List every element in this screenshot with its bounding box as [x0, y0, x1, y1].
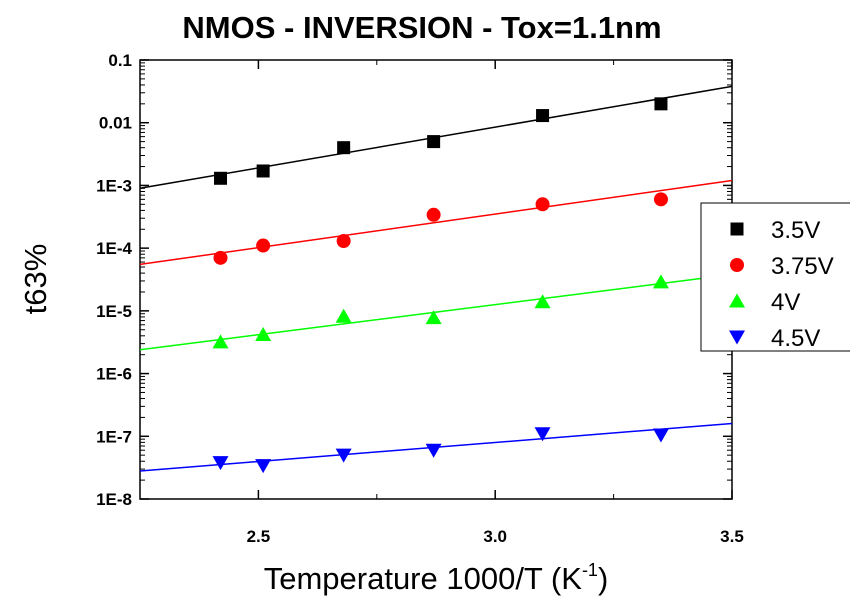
legend: 3.5V 3.75V 4V 4.5V [700, 202, 850, 352]
y-tick-label: 1E-8 [96, 490, 132, 509]
legend-label-series-3: 4.5V [771, 325, 820, 352]
x-tick-label: 2.5 [247, 527, 271, 546]
fit-line-series-2 [139, 273, 733, 351]
y-tick-label: 1E-7 [96, 427, 132, 446]
data-point-series-2 [212, 334, 229, 349]
tick-labels: 0.1 0.01 1E-3 1E-4 1E-5 1E-6 1E-7 1E-8 2.5 3.0 3.5 [96, 51, 744, 546]
data-point-series-3 [534, 427, 551, 442]
y-axis-title: t63% [18, 244, 53, 315]
data-point-series-1 [256, 238, 271, 253]
fit-line-series-1 [139, 179, 733, 266]
legend-marker-series-1 [730, 258, 744, 272]
legend-items: 3.5V 3.75V 4V 4.5V [729, 217, 834, 352]
data-point-series-3 [335, 448, 352, 463]
legend-marker-series-2 [729, 293, 745, 308]
x-axis-title-superscript: -1 [582, 560, 598, 580]
plot-area [139, 59, 733, 500]
x-axis-title-suffix: ) [598, 561, 608, 596]
data-point-series-0 [536, 109, 550, 123]
y-tick-label: 0.01 [99, 114, 132, 133]
data-point-series-1 [336, 233, 351, 248]
y-tick-label: 1E-6 [96, 365, 132, 384]
y-tick-label: 1E-3 [96, 176, 132, 195]
data-point-series-2 [534, 294, 551, 309]
legend-label-series-1: 3.75V [771, 253, 834, 280]
data-markers [212, 97, 669, 474]
axis-ticks [139, 59, 733, 500]
x-tick-label: 3.0 [483, 527, 507, 546]
x-axis-title: Temperature 1000/T (K-1) [264, 560, 609, 596]
data-point-series-3 [652, 428, 669, 443]
x-tick-label: 3.5 [720, 527, 744, 546]
data-point-series-1 [653, 192, 668, 207]
x-axis-title-main: Temperature 1000/T (K [264, 561, 583, 596]
y-tick-label: 1E-4 [96, 239, 132, 258]
legend-marker-series-3 [729, 330, 745, 345]
data-point-series-2 [255, 326, 272, 341]
data-point-series-0 [337, 141, 351, 155]
data-point-series-1 [426, 207, 441, 222]
data-point-series-0 [427, 135, 441, 149]
data-point-series-0 [654, 97, 668, 111]
data-point-series-3 [212, 456, 229, 471]
data-point-series-1 [535, 197, 550, 212]
data-point-series-0 [256, 164, 270, 178]
y-tick-label: 1E-5 [96, 302, 132, 321]
data-point-series-2 [652, 274, 669, 289]
chart-title: NMOS - INVERSION - Tox=1.1nm [182, 10, 661, 45]
legend-label-series-2: 4V [771, 289, 800, 316]
data-point-series-1 [213, 250, 228, 265]
legend-marker-series-0 [730, 222, 744, 236]
legend-box [700, 202, 850, 352]
data-point-series-3 [425, 443, 442, 458]
legend-label-series-0: 3.5V [771, 217, 820, 244]
data-point-series-3 [255, 459, 272, 474]
data-point-series-0 [214, 171, 228, 185]
y-tick-label: 0.1 [108, 51, 132, 70]
data-point-series-2 [335, 308, 352, 323]
data-point-series-2 [425, 310, 442, 325]
